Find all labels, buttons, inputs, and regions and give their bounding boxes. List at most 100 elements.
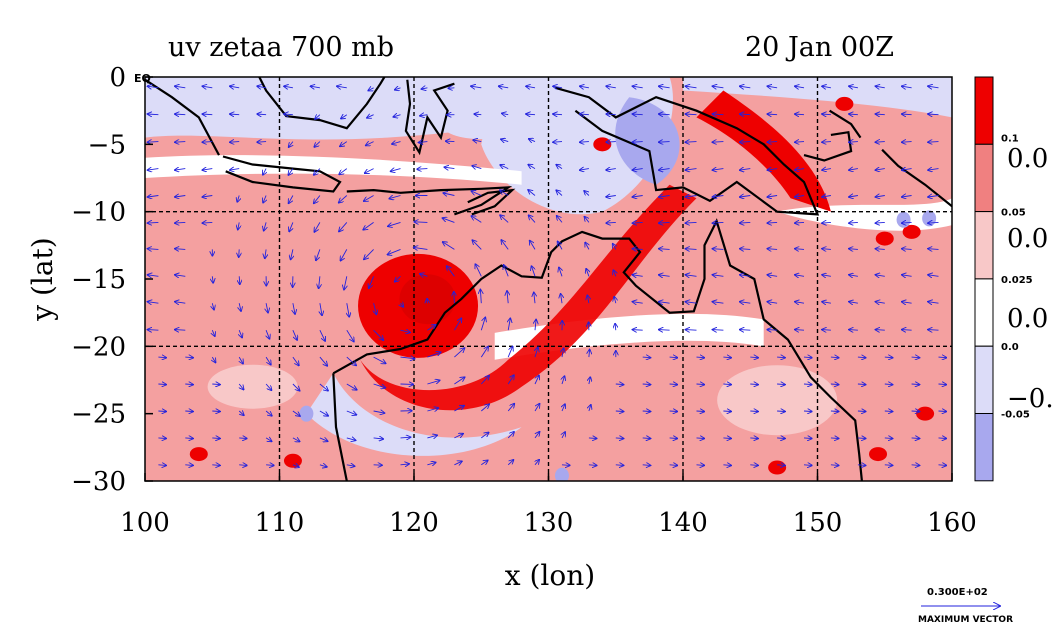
wind-vector: [369, 276, 375, 288]
wind-vector: [928, 249, 939, 250]
wind-vector: [414, 247, 428, 249]
wind-vector: [454, 406, 464, 412]
wind-vector: [606, 86, 616, 88]
wind-vector: [319, 276, 320, 288]
wind-vector: [212, 384, 220, 385]
wind-vector: [158, 357, 166, 358]
wind-vector: [175, 222, 186, 223]
wind-vector: [803, 384, 812, 385]
wind-vector: [696, 465, 705, 466]
wind-vector: [292, 356, 299, 365]
wind-vector: [454, 292, 455, 304]
coastline-aus-west: [332, 373, 348, 481]
wind-vector: [633, 330, 643, 331]
wind-vector: [902, 275, 912, 277]
wind-vector: [389, 196, 401, 199]
x-tick-label: 150: [793, 508, 843, 538]
wind-vector: [480, 376, 489, 385]
wind-vector: [212, 465, 220, 466]
wind-vector: [507, 460, 513, 466]
wind-vector: [239, 438, 247, 439]
wind-vector: [373, 383, 386, 388]
wind-vector: [803, 357, 812, 358]
wind-vector: [475, 264, 482, 277]
wind-vector: [148, 86, 159, 88]
wind-vector: [480, 318, 485, 331]
wind-vector: [148, 275, 159, 277]
wind-vector: [633, 114, 643, 115]
wind-vector: [928, 302, 939, 304]
wind-vector: [740, 142, 751, 143]
wind-vector: [713, 142, 724, 143]
wind-vector: [588, 465, 597, 466]
wind-vector: [364, 249, 374, 259]
wind-vector: [175, 86, 186, 88]
wind-vector: [158, 384, 166, 385]
wind-vector: [857, 357, 866, 358]
wind-vector: [750, 465, 758, 466]
wind-vector: [830, 465, 839, 466]
wind-vector: [420, 274, 428, 277]
wind-vector: [713, 196, 724, 198]
colorbar-level-label: 0.05: [1001, 208, 1026, 219]
wind-vector: [884, 384, 893, 385]
wind-vector: [876, 275, 885, 277]
wind-vector: [822, 330, 831, 331]
wind-vector: [713, 169, 724, 171]
wind-vector: [185, 384, 193, 385]
wind-vector: [633, 169, 643, 171]
field-shape: [696, 90, 831, 212]
wind-vector: [928, 114, 939, 115]
wind-vector: [401, 303, 404, 307]
y-tick-label: −30: [71, 467, 126, 497]
wind-vector: [454, 348, 464, 358]
wind-vector: [534, 404, 540, 412]
wind-vector: [713, 114, 724, 115]
wind-vector: [553, 142, 563, 143]
wind-vector: [499, 86, 509, 88]
wind-vector: [822, 142, 831, 143]
wind-vector: [340, 141, 348, 147]
wind-vector: [454, 318, 461, 331]
wind-vector: [526, 86, 536, 88]
wind-vector: [588, 438, 597, 439]
wind-vector: [669, 411, 678, 412]
wind-vector: [212, 303, 214, 309]
wind-vector: [212, 411, 220, 412]
wind-vector: [876, 222, 885, 223]
x-tick-label: 140: [658, 508, 708, 538]
wind-vector: [795, 249, 805, 250]
wind-vector: [481, 404, 489, 412]
wind-vector: [857, 411, 866, 412]
wind-vector: [822, 196, 831, 198]
wind-vector: [263, 168, 266, 175]
coastline-australia: [332, 218, 863, 481]
wind-vector: [849, 114, 858, 115]
wind-vector: [686, 86, 697, 88]
wind-vector: [311, 86, 320, 88]
wind-vector: [212, 330, 215, 336]
wind-vector: [534, 432, 540, 439]
colorbar-level-label: 0.0: [1001, 342, 1019, 353]
wind-vector: [849, 86, 858, 88]
wind-vector: [659, 222, 670, 223]
wind-vector: [175, 196, 186, 198]
wind-vector: [314, 195, 321, 204]
wind-vector: [740, 275, 751, 277]
wind-vector: [723, 357, 731, 358]
wind-vector: [938, 357, 947, 358]
wind-vector: [615, 384, 624, 385]
wind-vector: [633, 302, 643, 304]
vorticity-cell: [554, 467, 569, 481]
wind-vector: [454, 377, 464, 385]
vorticity-cell: [283, 453, 302, 468]
coastline-new-ireland: [829, 109, 862, 139]
wind-vector: [713, 222, 724, 223]
field-shape: [360, 184, 697, 411]
wind-vector: [400, 357, 415, 359]
wind-vector: [427, 463, 435, 465]
wind-vector: [535, 460, 539, 466]
wind-vector: [911, 438, 920, 439]
wind-vector: [443, 242, 455, 250]
wind-vector: [265, 356, 271, 365]
